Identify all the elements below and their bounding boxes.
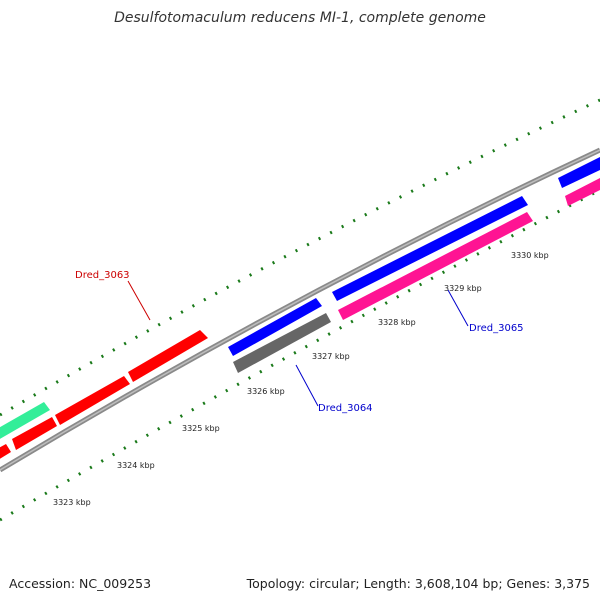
gene-red-reverse-2[interactable] — [12, 417, 57, 450]
gene-red-forward-2[interactable] — [128, 330, 208, 382]
reverse-strand-genes — [0, 178, 600, 460]
map-title: Desulfotomaculum reducens MI-1, complete… — [114, 10, 486, 26]
tick-label: 3323 kbp — [53, 498, 91, 507]
genome-info-label: Topology: circular; Length: 3,608,104 bp… — [246, 576, 590, 591]
gene-label-dred-3065[interactable]: Dred_3065 — [469, 323, 524, 334]
gene-pink-reverse-1[interactable] — [338, 212, 533, 320]
gene-red-forward-1[interactable] — [55, 376, 130, 425]
tick-label: 3329 kbp — [444, 284, 482, 293]
callout-dred-3065 — [447, 289, 469, 327]
gene-blue-forward-2[interactable] — [332, 196, 528, 301]
tick-label: 3328 kbp — [378, 318, 416, 327]
tick-label: 3326 kbp — [247, 387, 285, 396]
tick-label: 3330 kbp — [511, 251, 549, 260]
tick-label: 3325 kbp — [182, 424, 220, 433]
inner-tick-ring — [0, 188, 600, 522]
gene-pink-reverse-2[interactable] — [565, 178, 600, 206]
tick-label: 3327 kbp — [312, 352, 350, 361]
gene-gray-reverse[interactable] — [233, 313, 331, 373]
tick-label: 3324 kbp — [117, 461, 155, 470]
forward-strand-genes — [0, 157, 600, 440]
tick-labels: 3323 kbp 3324 kbp 3325 kbp 3326 kbp 3327… — [53, 251, 549, 507]
callout-dred-3063 — [127, 280, 151, 321]
gene-red-reverse-1[interactable] — [0, 444, 11, 460]
outer-tick-ring — [0, 98, 600, 417]
gene-green-forward[interactable] — [0, 402, 50, 440]
gene-label-dred-3064[interactable]: Dred_3064 — [318, 403, 373, 414]
callout-dred-3064 — [295, 364, 319, 407]
accession-label: Accession: NC_009253 — [9, 576, 152, 591]
gene-blue-forward-1[interactable] — [228, 298, 322, 356]
gene-label-dred-3063[interactable]: Dred_3063 — [75, 270, 130, 281]
gene-blue-forward-3[interactable] — [558, 157, 600, 188]
